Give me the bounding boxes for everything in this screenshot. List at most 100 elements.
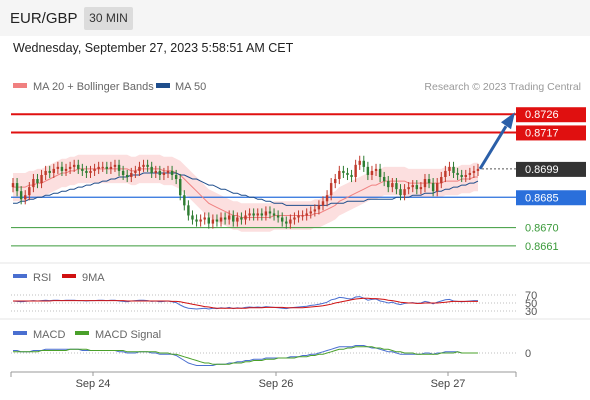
rsi-level-label: 50 (525, 298, 537, 310)
candle-body (93, 168, 96, 171)
candle-body (15, 183, 19, 192)
candle-body (215, 219, 219, 222)
macd-level-label: 0 (525, 348, 531, 360)
candle-body (272, 213, 276, 216)
candle-body (121, 170, 125, 175)
candle-body (174, 174, 178, 180)
candle-body (419, 187, 423, 190)
candle-body (64, 168, 68, 171)
candle-body (346, 172, 349, 175)
candle-body (362, 160, 366, 167)
candle-body (289, 219, 292, 224)
rsi-ma-line (13, 297, 478, 309)
candle-body (154, 170, 157, 173)
candle-body (329, 183, 333, 196)
candle-body (411, 185, 414, 188)
candle-body (89, 170, 92, 173)
candle-body (248, 213, 251, 216)
candle-body (472, 170, 476, 173)
candle-body (297, 215, 300, 218)
candle-body (440, 177, 443, 184)
candle-body (268, 211, 272, 214)
candle-body (48, 170, 51, 173)
candle-body (448, 166, 451, 171)
x-axis-label: Sep 24 (76, 378, 111, 390)
candle-body (183, 195, 186, 206)
candle-body (227, 215, 231, 220)
price-level-tag (516, 125, 586, 141)
candle-body (350, 174, 353, 177)
candle-body (207, 217, 211, 224)
candle-body (24, 195, 27, 200)
bollinger-band (13, 154, 478, 232)
rsi-legend-swatch (13, 274, 27, 278)
candle-body (415, 185, 419, 190)
candle-body (407, 187, 410, 190)
candle-body (309, 211, 312, 214)
candle-body (334, 179, 337, 184)
price-level-label: 0.8661 (525, 241, 559, 253)
price-level-tag (516, 107, 586, 123)
candle-body (391, 183, 394, 188)
candle-body (11, 183, 15, 188)
timeframe-button[interactable]: 30 MIN (84, 7, 133, 30)
candle-body (354, 164, 357, 177)
candle-body (325, 195, 329, 202)
candle-body (395, 183, 398, 190)
copyright-text: Research © 2023 Trading Central (424, 81, 581, 93)
x-axis-label: Sep 26 (259, 378, 294, 390)
candle-body (179, 179, 182, 196)
candle-body (423, 179, 427, 188)
candle-body (44, 170, 47, 175)
candle-body (85, 170, 88, 173)
candle-body (444, 170, 447, 177)
candle-body (464, 174, 467, 177)
candle-body (146, 164, 149, 167)
price-level-labels: 0.8726 0.8717 0.8699 0.8685 0.8670 0.8661 (516, 107, 586, 253)
candle-body (36, 179, 39, 184)
candle-body (68, 166, 72, 169)
candle-body (317, 205, 321, 210)
candle-body (150, 166, 153, 173)
candle-body (191, 215, 194, 220)
rsi-ma-legend-label: 9MA (82, 272, 105, 284)
projection-line (478, 125, 508, 170)
candle-body (252, 213, 255, 216)
candle-body (32, 179, 35, 188)
candle-body (264, 211, 268, 216)
candle-body (240, 217, 243, 220)
candle-body (342, 170, 345, 173)
macd-signal-line (13, 346, 478, 365)
macd-signal-legend-label: MACD Signal (95, 329, 161, 341)
candle-body (280, 217, 284, 222)
candle-body (435, 183, 439, 192)
candle-body (195, 219, 198, 222)
candle-body (285, 221, 288, 224)
candle-body (431, 183, 435, 192)
candle-body (72, 164, 76, 167)
candle-body (162, 172, 166, 175)
candle-body (476, 168, 480, 171)
candle-body (60, 166, 64, 171)
candle-body (211, 219, 215, 224)
candle-body (77, 164, 80, 169)
x-axis-labels: Sep 24 Sep 26 Sep 27 (76, 372, 465, 390)
candle-body (293, 217, 296, 220)
rsi-level-label: 70 (525, 290, 537, 302)
price-level-label: 0.8670 (525, 223, 559, 235)
candle-body (113, 164, 117, 167)
candle-body (456, 172, 459, 175)
rsi-legend-label: RSI (33, 272, 51, 284)
candle-body (260, 213, 264, 216)
projection-arrow (478, 112, 515, 170)
candle-body (19, 191, 23, 200)
candle-body (56, 166, 60, 169)
candle-body (219, 217, 223, 222)
candle-body (40, 174, 43, 184)
ma20-legend-label: MA 20 + Bollinger Bands (33, 81, 154, 93)
macd-panel: 0 (11, 345, 531, 366)
candle-body (403, 189, 406, 196)
candle-body (358, 160, 361, 165)
candle-body (117, 164, 121, 171)
